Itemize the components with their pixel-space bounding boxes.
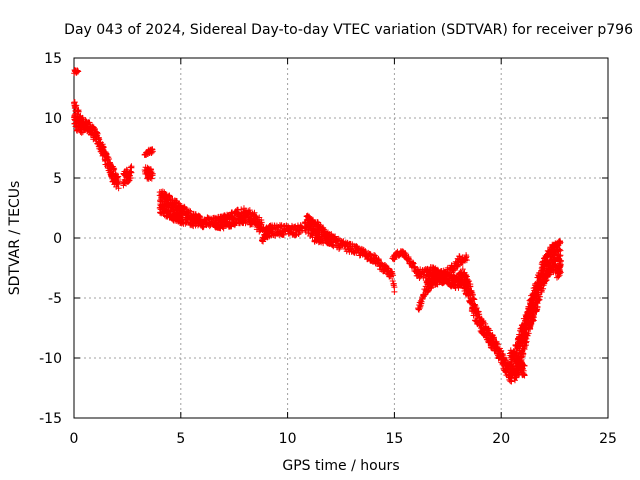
data-point bbox=[536, 293, 543, 300]
data-point bbox=[518, 337, 525, 344]
data-point bbox=[525, 330, 532, 337]
data-point bbox=[96, 136, 103, 143]
data-point bbox=[531, 295, 538, 302]
x-axis-label: GPS time / hours bbox=[282, 458, 399, 474]
x-tick-label: 10 bbox=[279, 431, 297, 447]
data-point bbox=[113, 174, 120, 181]
data-point bbox=[94, 130, 101, 137]
data-point bbox=[128, 163, 135, 170]
data-point bbox=[390, 280, 397, 287]
data-point bbox=[541, 278, 548, 285]
data-points bbox=[71, 67, 564, 385]
x-axis-ticks: 0 5 10 15 20 25 bbox=[70, 58, 617, 447]
data-point bbox=[556, 268, 563, 275]
data-point bbox=[123, 166, 130, 173]
y-axis-ticks: -15 -10 -5 0 5 10 15 bbox=[39, 51, 608, 427]
data-point bbox=[557, 247, 564, 254]
data-point bbox=[330, 243, 337, 250]
data-point bbox=[111, 166, 118, 173]
data-point bbox=[556, 253, 563, 260]
data-point bbox=[391, 284, 398, 291]
data-point bbox=[441, 269, 448, 276]
data-point bbox=[466, 278, 473, 285]
data-point bbox=[75, 108, 82, 115]
data-point bbox=[389, 277, 396, 284]
x-tick-label: 25 bbox=[599, 431, 617, 447]
data-point bbox=[470, 295, 477, 302]
data-point bbox=[459, 266, 466, 273]
data-point bbox=[78, 129, 85, 136]
data-point bbox=[112, 170, 119, 177]
data-point bbox=[187, 208, 194, 215]
data-point bbox=[520, 367, 527, 374]
data-point bbox=[527, 326, 534, 333]
data-point bbox=[148, 175, 155, 182]
data-point bbox=[557, 239, 564, 246]
data-point bbox=[533, 292, 540, 299]
data-point bbox=[541, 278, 548, 285]
data-point bbox=[74, 127, 81, 134]
data-point bbox=[416, 305, 423, 312]
data-point bbox=[556, 246, 563, 253]
y-tick-label: -5 bbox=[48, 291, 62, 307]
data-point bbox=[372, 252, 379, 259]
data-point bbox=[523, 338, 530, 345]
y-tick-label: -15 bbox=[39, 411, 62, 427]
data-point bbox=[463, 257, 470, 264]
data-point bbox=[75, 68, 82, 75]
data-point bbox=[292, 232, 299, 239]
y-axis-label: SDTVAR / TECUs bbox=[7, 181, 23, 296]
data-point bbox=[73, 102, 80, 109]
data-point bbox=[463, 272, 470, 279]
data-point bbox=[258, 219, 265, 226]
data-point bbox=[409, 259, 416, 266]
data-point bbox=[486, 327, 493, 334]
data-point bbox=[110, 165, 117, 172]
chart-title: Day 043 of 2024, Sidereal Day-to-day VTE… bbox=[64, 22, 633, 38]
data-point bbox=[557, 261, 564, 268]
y-tick-label: 15 bbox=[44, 51, 62, 67]
data-point bbox=[467, 281, 474, 288]
data-point bbox=[290, 229, 297, 236]
data-point bbox=[149, 170, 156, 177]
data-point bbox=[555, 273, 562, 280]
data-point bbox=[543, 271, 550, 278]
data-point bbox=[463, 273, 470, 280]
y-tick-label: 10 bbox=[44, 111, 62, 127]
x-tick-label: 15 bbox=[385, 431, 403, 447]
x-tick-label: 0 bbox=[70, 431, 79, 447]
y-tick-label: 0 bbox=[53, 231, 62, 247]
data-point bbox=[471, 296, 478, 303]
data-point bbox=[521, 362, 528, 369]
data-point bbox=[473, 305, 480, 312]
data-point bbox=[149, 148, 156, 155]
data-point bbox=[115, 185, 122, 192]
data-point bbox=[521, 372, 528, 379]
data-point bbox=[470, 295, 477, 302]
y-tick-label: 5 bbox=[53, 171, 62, 187]
data-point bbox=[442, 270, 449, 277]
gridlines bbox=[74, 58, 608, 418]
data-point bbox=[390, 272, 397, 279]
data-point bbox=[127, 175, 134, 182]
data-point bbox=[270, 231, 277, 238]
x-tick-label: 20 bbox=[492, 431, 510, 447]
data-point bbox=[534, 289, 541, 296]
data-point bbox=[516, 343, 523, 350]
y-tick-label: -10 bbox=[39, 351, 62, 367]
x-tick-label: 5 bbox=[176, 431, 185, 447]
